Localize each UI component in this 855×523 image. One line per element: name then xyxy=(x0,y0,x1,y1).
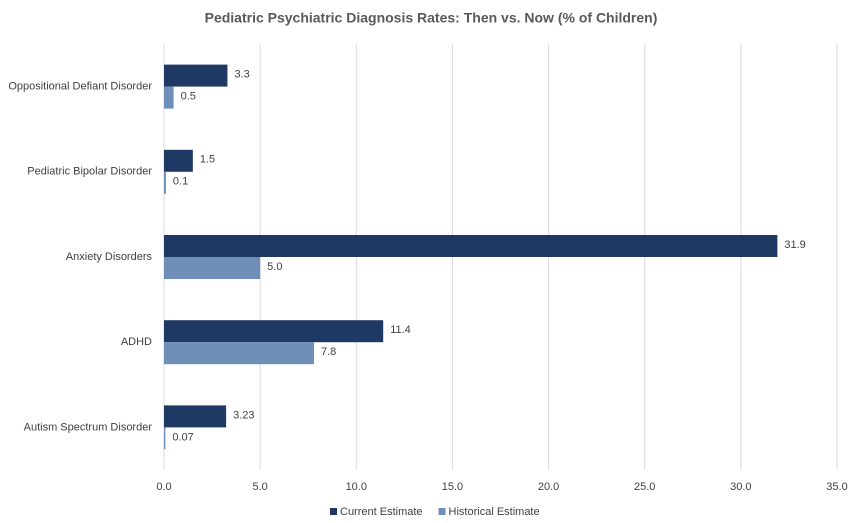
bar xyxy=(164,427,166,450)
y-tick-label: Pediatric Bipolar Disorder xyxy=(27,166,152,178)
bar xyxy=(164,86,174,109)
legend-swatch xyxy=(438,508,446,515)
chart-title: Pediatric Psychiatric Diagnosis Rates: T… xyxy=(205,10,658,26)
x-tick-label: 10.0 xyxy=(346,481,367,493)
x-tick-label: 0.0 xyxy=(156,481,171,493)
data-label: 0.07 xyxy=(172,431,193,443)
y-tick-label: Oppositional Defiant Disorder xyxy=(8,81,152,93)
bar xyxy=(164,171,166,194)
data-label: 0.1 xyxy=(173,176,188,188)
bar xyxy=(164,405,227,428)
x-tick-label: 25.0 xyxy=(634,481,655,493)
bar xyxy=(164,149,193,172)
y-tick-label: Anxiety Disorders xyxy=(66,251,153,263)
legend-swatch xyxy=(330,508,337,515)
x-tick-label: 20.0 xyxy=(538,481,559,493)
data-label: 3.3 xyxy=(234,69,249,81)
data-label: 7.8 xyxy=(321,346,336,358)
y-tick-label: Autism Spectrum Disorder xyxy=(24,421,153,433)
bar xyxy=(164,64,228,87)
x-tick-label: 30.0 xyxy=(730,481,751,493)
data-label: 0.5 xyxy=(181,91,196,103)
data-label: 11.4 xyxy=(390,324,411,336)
bar xyxy=(164,320,384,343)
x-tick-label: 35.0 xyxy=(826,481,847,493)
legend-label: Current Estimate xyxy=(340,506,423,518)
legend-label: Historical Estimate xyxy=(449,506,540,518)
data-label: 3.23 xyxy=(233,409,254,421)
x-tick-label: 5.0 xyxy=(252,481,267,493)
x-tick-label: 15.0 xyxy=(442,481,463,493)
data-label: 1.5 xyxy=(200,154,215,166)
bar xyxy=(164,342,314,365)
bar xyxy=(164,235,778,257)
data-label: 31.9 xyxy=(784,239,805,251)
y-tick-label: ADHD xyxy=(121,336,152,348)
data-label: 5.0 xyxy=(267,261,282,273)
bar xyxy=(164,257,261,279)
